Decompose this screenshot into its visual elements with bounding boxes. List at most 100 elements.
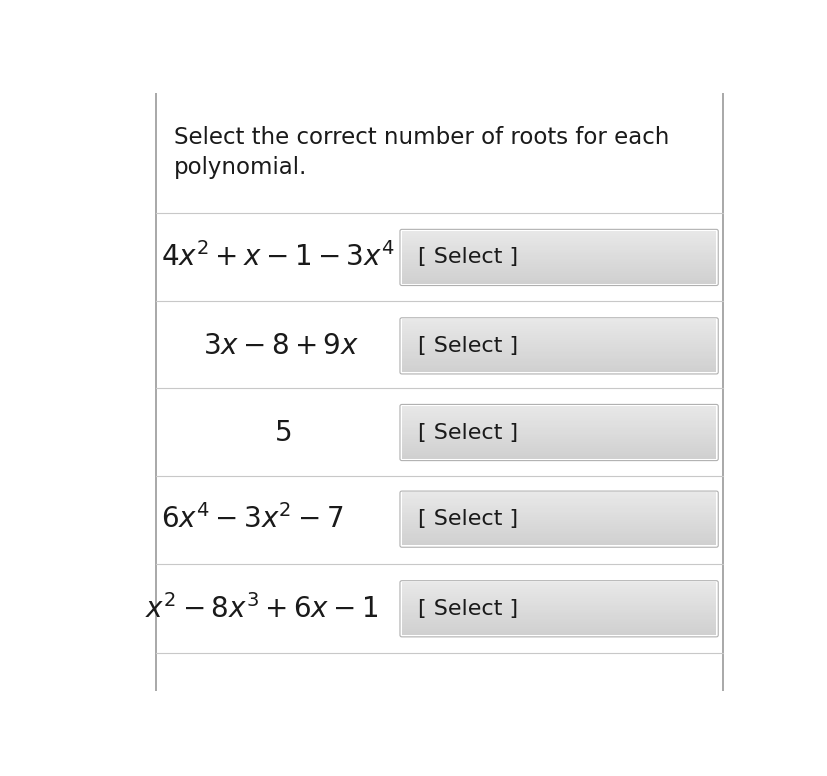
Bar [401, 499, 715, 501]
Bar [401, 239, 715, 241]
Text: $x^2 - 8x^3 + 6x - 1$: $x^2 - 8x^3 + 6x - 1$ [145, 594, 378, 624]
Bar [401, 324, 715, 327]
Bar [401, 532, 715, 535]
Text: [ Select ]: [ Select ] [418, 599, 518, 618]
Bar [401, 455, 715, 457]
Bar [401, 622, 715, 625]
Bar [401, 528, 715, 530]
Bar [401, 517, 715, 519]
Bar [401, 268, 715, 270]
Bar [401, 601, 715, 604]
Bar [401, 278, 715, 280]
Bar [401, 271, 715, 273]
Bar [401, 413, 715, 415]
Bar [401, 232, 715, 234]
Bar [401, 594, 715, 597]
Bar [401, 432, 715, 435]
Bar [401, 520, 715, 523]
Bar [401, 449, 715, 452]
Bar [401, 621, 715, 623]
Bar [401, 441, 715, 443]
Bar [401, 352, 715, 355]
Bar [401, 251, 715, 254]
Bar [401, 243, 715, 245]
Bar [401, 539, 715, 542]
Bar [401, 628, 715, 630]
Bar [401, 327, 715, 330]
Bar [401, 409, 715, 411]
Bar [401, 358, 715, 360]
Bar [401, 244, 715, 247]
Bar [401, 333, 715, 335]
Bar [401, 599, 715, 601]
Bar [401, 511, 715, 514]
Bar [401, 354, 715, 356]
Bar [401, 355, 715, 359]
Bar [401, 234, 715, 237]
Bar [401, 446, 715, 449]
Bar [401, 437, 715, 439]
Bar [401, 265, 715, 268]
Bar [401, 618, 715, 621]
Bar [401, 272, 715, 275]
Bar [401, 494, 715, 497]
Bar [401, 345, 715, 348]
Bar [401, 513, 715, 515]
Bar [401, 428, 715, 431]
Bar [401, 248, 715, 251]
Bar [401, 456, 715, 459]
Bar [401, 608, 715, 611]
Text: $3x - 8 + 9x$: $3x - 8 + 9x$ [203, 332, 359, 360]
Bar [401, 582, 715, 584]
Bar [401, 427, 715, 429]
Bar [401, 250, 715, 252]
Bar [401, 451, 715, 453]
Bar [401, 258, 715, 261]
Bar [401, 615, 715, 618]
Bar [401, 341, 715, 344]
Bar [401, 340, 715, 342]
Bar [401, 585, 715, 587]
Bar [401, 320, 715, 323]
Bar [401, 543, 715, 546]
Text: polynomial.: polynomial. [174, 156, 307, 178]
Bar [401, 253, 715, 255]
Bar [401, 434, 715, 436]
Bar [401, 589, 715, 591]
Bar [401, 611, 715, 614]
Bar [401, 351, 715, 353]
Bar [401, 435, 715, 438]
Bar [401, 598, 715, 600]
Bar [401, 444, 715, 446]
Bar [401, 524, 715, 526]
Bar [401, 348, 715, 351]
Bar [401, 262, 715, 265]
Bar [401, 529, 715, 532]
Bar [401, 525, 715, 528]
Bar [401, 260, 715, 263]
Text: [ Select ]: [ Select ] [418, 248, 518, 268]
Bar [401, 361, 715, 363]
Bar [401, 503, 715, 505]
Bar [401, 257, 715, 259]
Bar [401, 275, 715, 277]
Bar [401, 423, 715, 425]
Bar [401, 617, 715, 619]
Bar [401, 334, 715, 337]
Bar [401, 632, 715, 635]
Bar [401, 538, 715, 540]
Bar [401, 442, 715, 445]
Bar [401, 407, 715, 410]
Bar [401, 363, 715, 365]
Bar [401, 596, 715, 598]
Bar [401, 269, 715, 272]
Bar [401, 326, 715, 328]
Bar [401, 344, 715, 346]
Bar [401, 531, 715, 533]
Text: $4x^2 + x - 1 - 3x^4$: $4x^2 + x - 1 - 3x^4$ [161, 242, 394, 272]
Bar [401, 359, 715, 362]
Bar [401, 365, 715, 367]
Bar [401, 492, 715, 494]
Bar [401, 414, 715, 417]
Bar [401, 497, 715, 500]
